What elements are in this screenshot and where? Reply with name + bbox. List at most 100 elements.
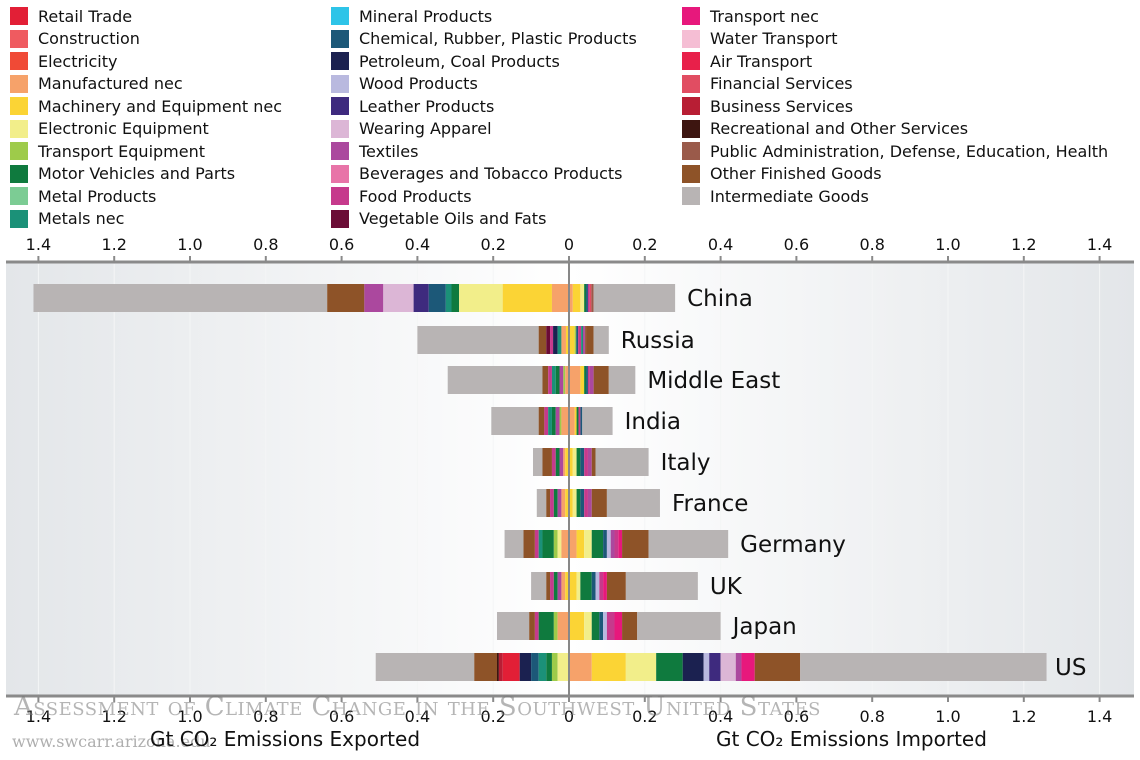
bar-segment-imported-transport-equipment [574,326,577,354]
legend-swatch [331,209,349,228]
legend-item-wearing-apparel: Wearing Apparel [331,119,492,139]
bar-segment-imported-transport-nec [603,572,607,600]
legend-swatch [682,7,700,25]
bar-segment-imported-other-finished-goods [586,326,594,354]
bar-segment-exported-metals-nec [538,653,547,681]
bar-segment-imported-food-products [614,530,619,558]
bar-segment-exported-intermediate-goods [536,489,547,517]
bar-segment-imported-other-finished-goods [591,448,596,476]
bar-segment-exported-manufactured-nec [561,489,566,517]
legend-label: Retail Trade [38,6,133,26]
bar-segment-exported-textiles [557,489,562,517]
legend-label: Financial Services [710,74,853,93]
bar-japan [496,612,721,640]
tick-label-top: 1.4 [1087,235,1112,254]
tick-label-bottom: 0.8 [859,707,884,726]
legend-swatch [331,74,349,93]
bar-segment-imported-chemical-rubber-plastic-products [580,448,585,476]
bar-segment-exported-intermediate-goods [531,572,547,600]
legend-item-petroleum-coal-products: Petroleum, Coal Products [331,51,560,71]
category-label-us: US [1055,655,1086,681]
legend-item-transport-equipment: Transport Equipment [10,141,205,161]
bar-segment-imported-other-finished-goods [606,572,626,600]
bar-segment-imported-petroleum-coal-products [682,653,704,681]
legend-label: Business Services [710,96,854,116]
legend-swatch [331,52,349,70]
bar-segment-exported-textiles [559,366,564,394]
bar-segment-imported-chemical-rubber-plastic-products [586,284,588,312]
bar-segment-exported-other-finished-goods [546,489,551,517]
bar-segment-exported-manufactured-nec [561,407,569,435]
bar-segment-exported-intermediate-goods [504,530,524,558]
bar-segment-exported-retail-trade [502,653,520,681]
bar-segment-imported-transport-nec [614,612,623,640]
bar-segment-exported-transport-equipment [559,407,562,435]
bar-segment-exported-motor-vehicles-and-parts [555,366,560,394]
bar-segment-exported-chemical-rubber-plastic-products [428,284,446,312]
bar-segment-imported-manufactured-nec [569,284,573,312]
bar-segment-imported-transport-nec [618,530,623,558]
legend-swatch [10,29,28,48]
bar-segment-exported-manufactured-nec [561,326,566,354]
bar-segment-exported-other-finished-goods [529,612,535,640]
bar-segment-imported-intermediate-goods [582,407,613,435]
legend-label: Textiles [359,141,419,161]
bar-segment-exported-transport-equipment [563,366,566,394]
legend-label: Manufactured nec [38,74,183,93]
bar-segment-imported-textiles [587,448,592,476]
legend-item-electricity: Electricity [10,51,117,71]
legend-label: Water Transport [710,29,838,48]
bar-segment-imported-chemical-rubber-plastic-products [603,530,607,558]
bar-segment-exported-food-products [550,572,554,600]
bar-segment-imported-motor-vehicles-and-parts [591,612,600,640]
legend-item-electronic-equipment: Electronic Equipment [10,119,209,139]
legend-swatch [331,164,349,183]
tick-label-bottom: 1.0 [177,707,202,726]
bar-segment-imported-food-products [587,366,590,394]
bar-segment-imported-chemical-rubber-plastic-products [580,407,583,435]
bar-segment-exported-motor-vehicles-and-parts [553,489,558,517]
legend-item-other-finished-goods: Other Finished Goods [682,164,882,184]
category-label-germany: Germany [740,532,846,558]
legend-label: Wood Products [359,74,478,93]
legend-swatch [10,52,28,70]
bar-segment-imported-food-products [599,572,604,600]
bar-segment-exported-intermediate-goods [33,284,328,312]
tick-label-bottom: 1.4 [26,707,51,726]
bar-segment-imported-electronic-equipment [625,653,657,681]
tick-label-bottom: 0.4 [405,707,430,726]
bar-segment-exported-manufactured-nec [561,530,569,558]
bar-segment-exported-motor-vehicles-and-parts [546,653,552,681]
legend-swatch [682,142,700,160]
category-label-uk: UK [710,574,743,600]
bar-segment-imported-leather-products [709,653,721,681]
bar-segment-imported-machinery-and-equipment-nec [576,530,585,558]
bar-segment-exported-manufactured-nec [563,448,566,476]
bar-segment-imported-motor-vehicles-and-parts [656,653,683,681]
bar-segment-imported-other-finished-goods [593,366,609,394]
bar-segment-imported-textiles [583,326,585,354]
bar-segment-exported-other-finished-goods [538,326,547,354]
tick-label-top: 0.2 [632,235,657,254]
bar-segment-imported-electronic-equipment [572,448,577,476]
tick-label-bottom: 0.2 [632,707,657,726]
bar-segment-imported-financial-services [589,284,592,312]
bar-segment-imported-motor-vehicles-and-parts [591,530,604,558]
bar-segment-imported-wood-products [703,653,710,681]
bar-india [491,407,613,435]
bar-segment-exported-intermediate-goods [375,653,475,681]
bar-segment-imported-other-finished-goods [591,489,607,517]
bar-segment-imported-textiles [735,653,742,681]
bar-segment-exported-textiles [557,572,562,600]
category-label-japan: Japan [731,614,797,640]
legend-item-leather-products: Leather Products [331,96,494,116]
legend-item-metal-products: Metal Products [10,186,156,206]
bar-segment-exported-other-finished-goods [474,653,497,681]
legend-swatch [10,142,28,160]
chart-legend: Retail Trade Construction Electricity Manuf… [0,0,1140,232]
bar-segment-imported-electronic-equipment [584,612,592,640]
legend-label: Public Administration, Defense, Educatio… [710,141,1109,161]
bar-segment-imported-metals-nec [581,326,584,354]
bar-segment-exported-motor-vehicles-and-parts [551,407,556,435]
